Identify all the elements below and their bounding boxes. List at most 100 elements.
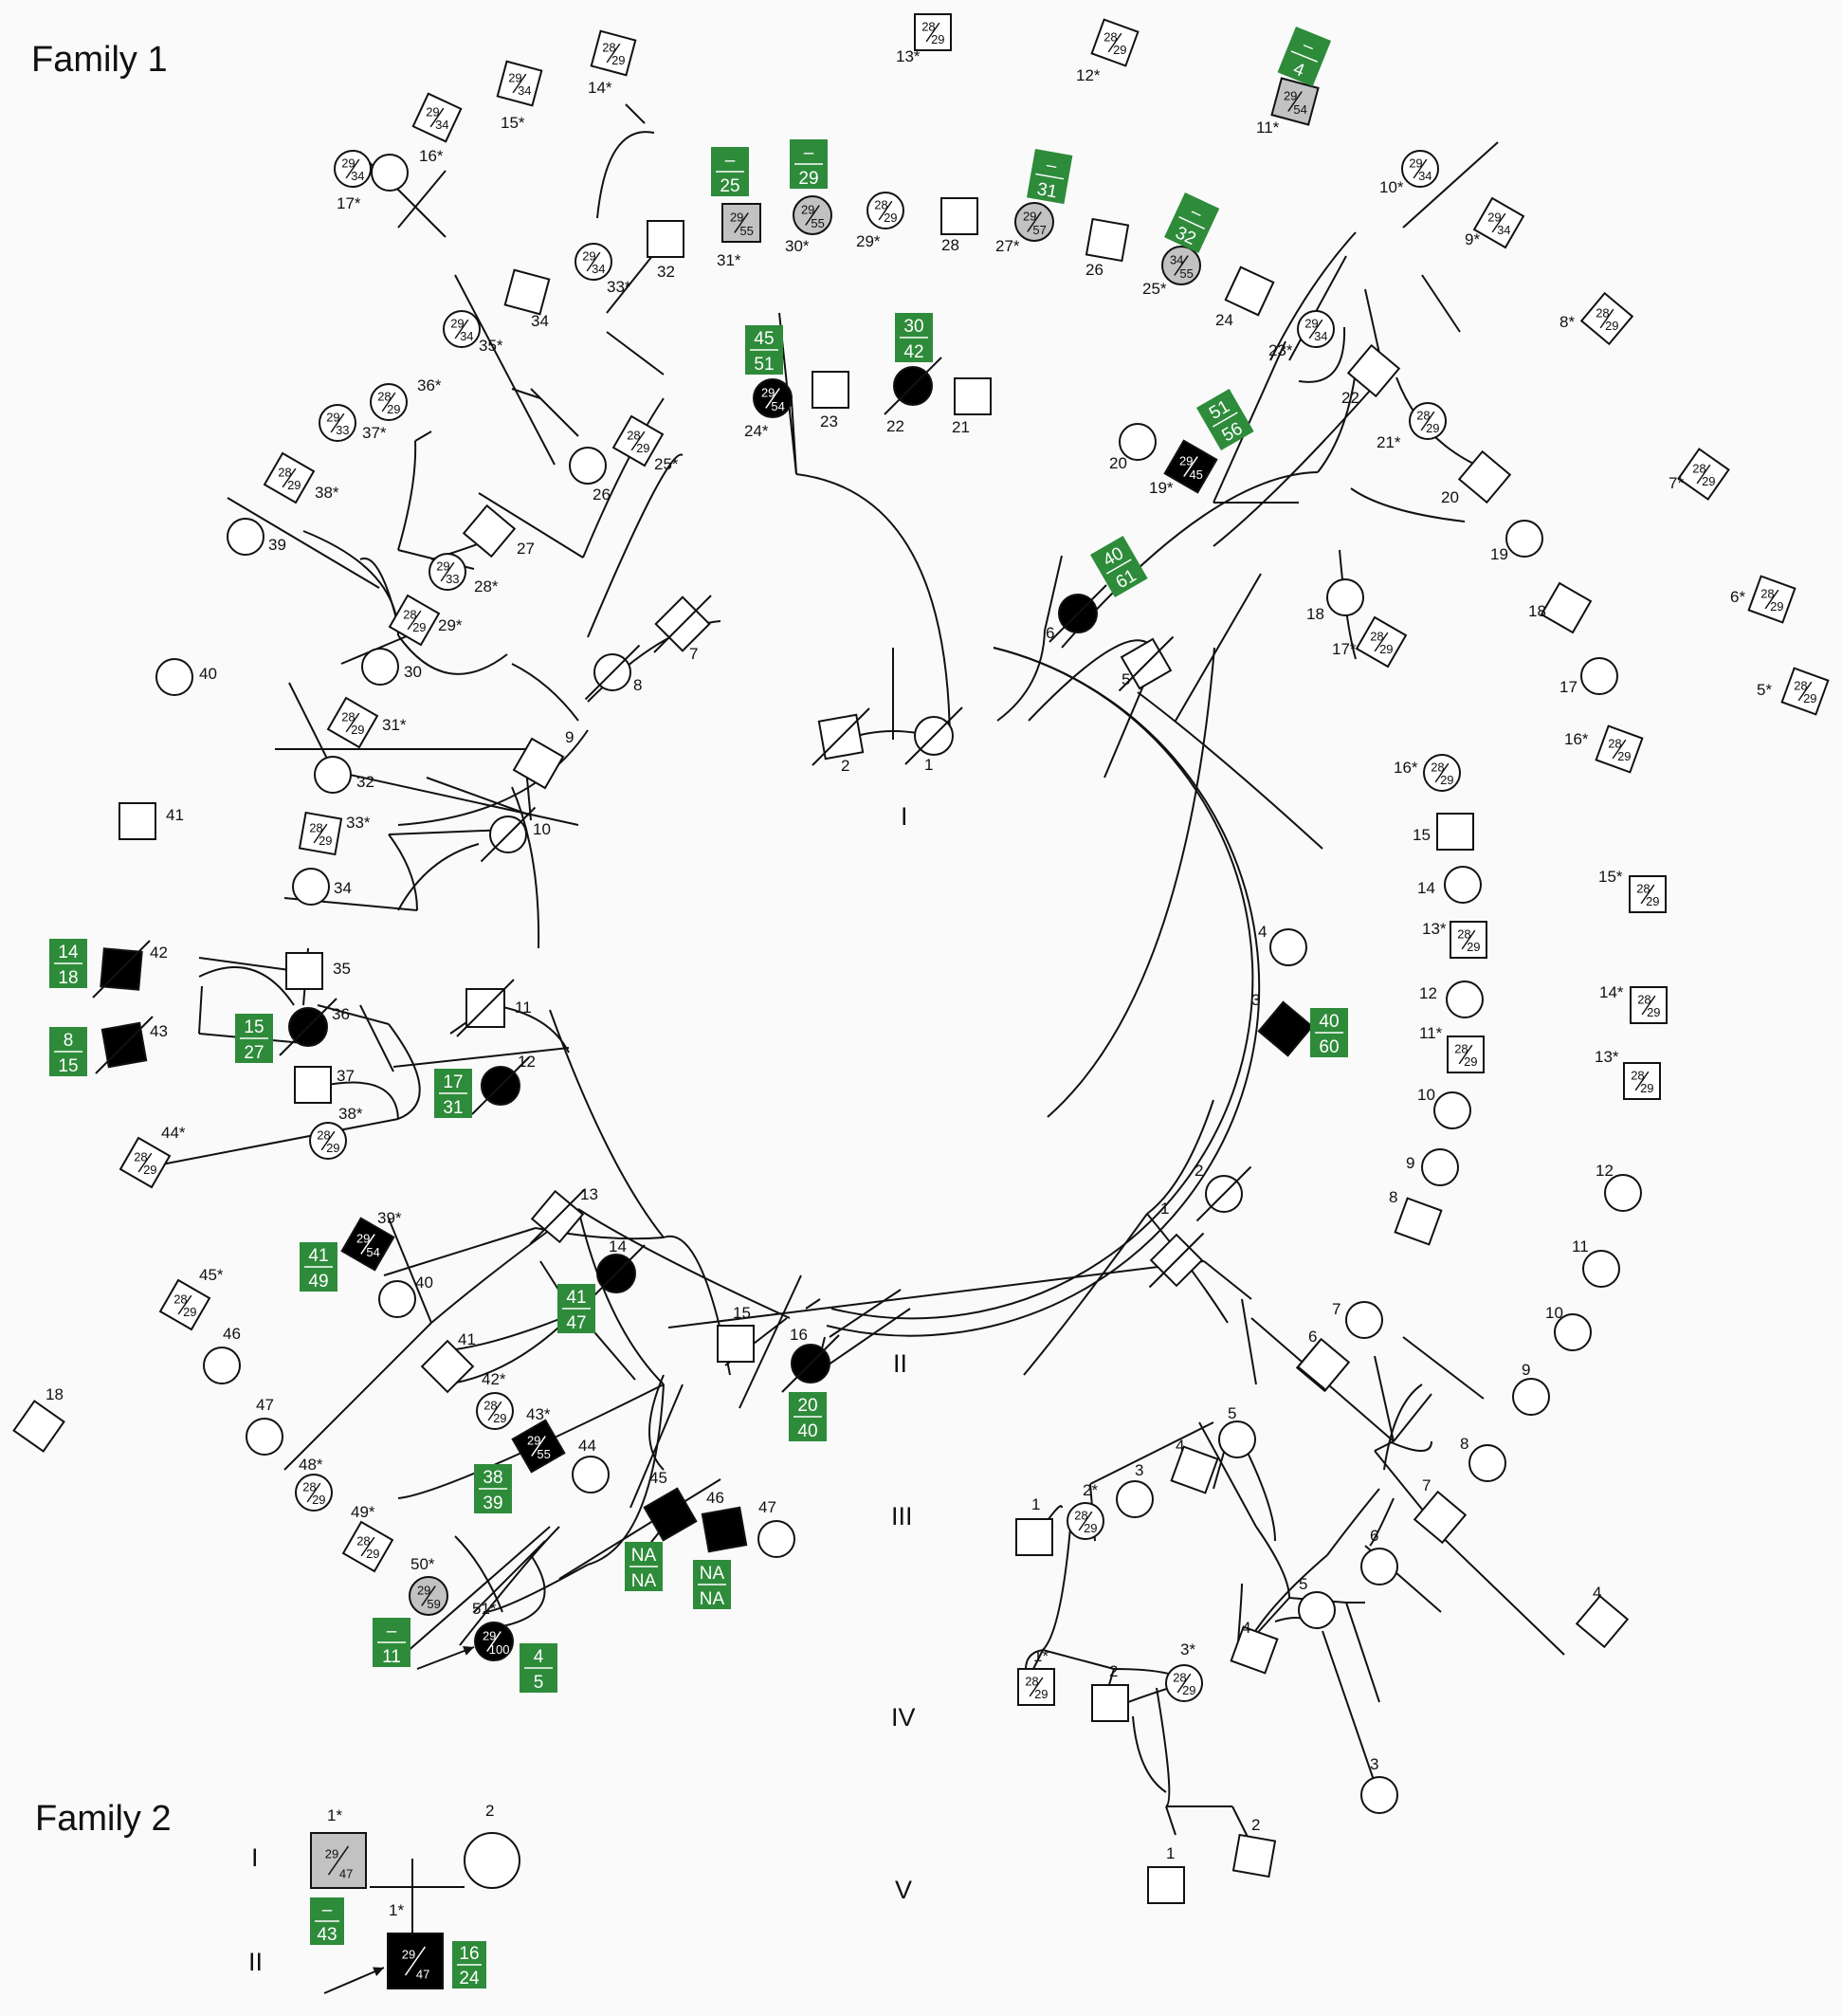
member-f1-plain-93-male: 2 [1231,1816,1277,1879]
member-id-label: 18 [46,1385,64,1403]
genotype-allele-2: 29 [312,1493,325,1507]
genotype-allele-1: 29 [417,1583,430,1597]
member-id-label: 14 [609,1237,627,1255]
member-f1-plain-35-female: 12 [1419,981,1484,1018]
member-id-label: 50* [410,1555,435,1573]
member-id-label: 15 [733,1304,751,1322]
member-id-label: 1 [1166,1844,1175,1862]
genotype-divider [805,205,820,226]
female-symbol [203,1347,241,1384]
repeat-count-box: NA NA [625,1542,663,1591]
member-f1-plain-74-male: 1 [1015,1495,1053,1556]
member-id-label: 8* [1559,313,1575,331]
member-id-label: 41 [166,806,184,824]
genotype-allele-2: 59 [427,1597,440,1611]
genotype-divider [531,1436,546,1457]
genotype-allele-1: 28 [1608,736,1621,750]
genotype-allele-2: 29 [366,1547,379,1561]
member-id-label: 11 [515,999,532,1017]
member-f1-plain-24-female: 18 [1306,578,1364,623]
pedigree-members: 1234060640611217311441471620403615272945… [12,13,1830,1994]
member-id-label: 5 [1299,1575,1307,1593]
repeat-count-1: 41 [308,1246,328,1266]
repeat-count-1: 40 [1319,1012,1339,1032]
genotype-allele-2: 29 [1426,421,1439,435]
member-f1-plain-87-male: 4 [1230,1619,1279,1675]
male-symbol [914,13,952,51]
genotype-allele-1: 28 [1431,760,1444,774]
male-symbol [1015,1518,1053,1556]
family-2-title: Family 2 [35,1799,172,1839]
repeat-count-1: – [322,1900,333,1920]
member-id-label: 18 [1528,602,1546,620]
genotype-divider [1176,1673,1192,1694]
member-id-label: 35* [479,337,503,355]
female-symbol [361,648,399,686]
member-id-label: 14 [1417,879,1435,897]
repeat-count-1: 15 [244,1017,264,1037]
repeat-box-divider [1290,50,1318,63]
genotype-allele-1: 28 [1173,1670,1186,1684]
genotype-divider [1420,411,1435,431]
repeat-count-2: 18 [58,968,78,988]
genotype-allele-1: 28 [1416,408,1430,422]
male-symbol [1085,217,1130,263]
genotype-divider [327,1845,350,1876]
genotype-divider [1078,1511,1093,1531]
genotype-allele-1: 28 [1457,926,1470,941]
female-symbol [227,518,264,556]
proband-arrow-head [463,1645,474,1656]
repeat-box-divider [1178,215,1206,230]
generation-label-4: IV [891,1703,916,1732]
member-f2-1-female: 2 [464,1802,520,1889]
member-id-label: 43 [150,1022,168,1040]
member-id-label: 46 [706,1489,724,1507]
repeat-count-2: 47 [566,1313,586,1333]
member-id-label: 36* [417,376,442,394]
member-id-label: 48* [299,1456,323,1474]
genotype-allele-2: 29 [287,478,301,492]
genotype-allele-2: 34 [460,329,473,343]
genotype-allele-2: 54 [1293,102,1306,117]
member-f1-plain-10-male: 28 [940,197,978,254]
member-id-label: 51* [472,1600,497,1618]
member-id-label: 41 [458,1330,476,1348]
member-f1-special-4-male: 5 [1118,635,1175,692]
member-f1-plain-97-female: 12 [1596,1162,1642,1212]
repeat-count-1: NA [700,1564,725,1584]
genotype-divider [586,251,601,272]
genotype-allele-1: 29 [325,1847,338,1861]
member-id-label: 5 [1122,670,1130,688]
genotype-divider [1491,212,1506,233]
genotype-allele-2: 29 [1803,691,1816,706]
member-id-label: 21 [952,418,970,436]
member-f1-plain-94-female: 10 [1417,1086,1471,1129]
female-symbol [1298,1591,1336,1629]
genotype-allele-1: 28 [874,197,887,211]
genotype-divider [360,1536,375,1557]
member-id-label: 7 [1332,1300,1340,1318]
member-f1-plain-80-female: 7 [1332,1300,1383,1339]
member-id-label: 20 [1109,454,1127,472]
genotype-allele-2: 29 [1034,1687,1048,1701]
member-id-label: 22 [1341,389,1359,407]
female-symbol [1604,1174,1642,1212]
genotype-allele-1: 34 [1170,252,1183,266]
genotype-divider [1183,456,1198,477]
member-f1-special-8-male [1296,1337,1351,1392]
male-symbol [285,952,323,990]
member-id-label: 13* [1422,920,1447,938]
